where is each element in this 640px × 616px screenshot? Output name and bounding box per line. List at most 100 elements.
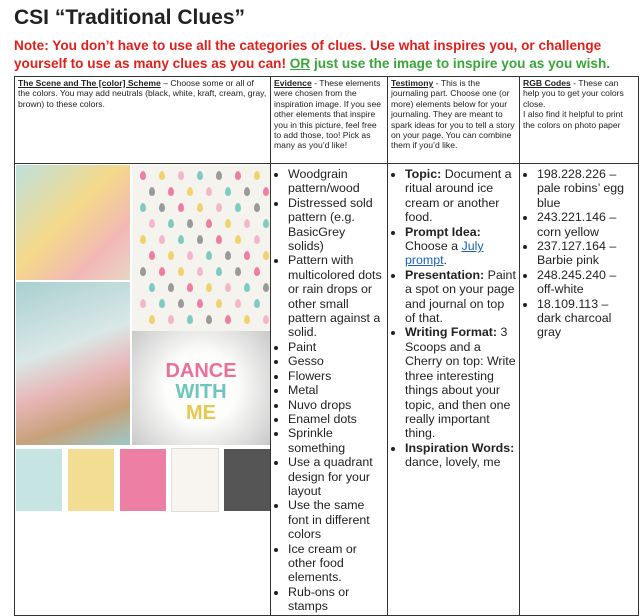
dance-word: WITH <box>175 381 227 403</box>
drop <box>178 267 184 276</box>
testimony-item: Topic: Document a ritual around ice crea… <box>405 167 516 225</box>
image-cell: DANCE WITH ME <box>14 163 271 616</box>
swatch <box>120 449 166 511</box>
drop <box>159 267 165 276</box>
dance-word: DANCE <box>165 360 237 382</box>
testimony-label: Inspiration Words: <box>405 440 515 455</box>
header-cell: Testimony - This is the journaling part.… <box>387 76 520 164</box>
evidence-item: Enamel dots <box>288 412 384 426</box>
dance-text: DANCE WITH ME <box>132 361 270 424</box>
drop <box>254 299 260 308</box>
drop <box>149 219 155 228</box>
drop <box>197 299 203 308</box>
evidence-item: Ice cream or other food elements. <box>288 542 384 585</box>
drop <box>263 283 269 292</box>
drop <box>159 299 165 308</box>
drop <box>216 299 222 308</box>
drop <box>178 203 184 212</box>
drop <box>235 171 241 180</box>
swatch <box>16 449 62 511</box>
evidence-item: Woodgrain pattern/wood <box>288 167 384 196</box>
note: Note: You don’t have to use all the cate… <box>14 37 638 73</box>
testimony-label: Prompt Idea: <box>405 224 481 239</box>
drop <box>168 251 174 260</box>
rgb-item: 243.221.146 – corn yellow <box>537 210 635 239</box>
header-cell: The Scene and The [color] Scheme – Choos… <box>14 76 271 164</box>
drop <box>168 283 174 292</box>
drop <box>263 219 269 228</box>
drop <box>187 219 193 228</box>
testimony-label: Writing Format: <box>405 325 498 340</box>
note-text: Note: You don’t have to use all the cate… <box>14 38 602 71</box>
drop <box>263 187 269 196</box>
header-desc: - These can help you to get your colors … <box>523 78 624 109</box>
drop <box>197 203 203 212</box>
evidence-cell: Woodgrain pattern/woodDistressed sold pa… <box>270 163 388 616</box>
drop <box>263 315 269 324</box>
drop <box>225 219 231 228</box>
title: CSI “Traditional Clues” <box>14 6 246 29</box>
drop <box>254 203 260 212</box>
header-row: The Scene and The [color] Scheme – Choos… <box>14 76 639 164</box>
rgb-item: 18.109.113 – dark charcoal gray <box>537 297 635 340</box>
drop <box>140 299 146 308</box>
drop <box>206 251 212 260</box>
swatch <box>68 449 114 511</box>
drops-pattern <box>132 165 270 331</box>
drop <box>168 187 174 196</box>
drop <box>187 187 193 196</box>
evidence-item: Metal <box>288 383 384 397</box>
clue-table: The Scene and The [color] Scheme – Choos… <box>14 76 639 616</box>
flower-photo <box>16 165 130 280</box>
header-desc: I also find it helpful to print the colo… <box>523 109 623 130</box>
drop <box>159 203 165 212</box>
ice-cream-photo <box>16 282 130 445</box>
header-desc: - This is the journaling part. Choose on… <box>391 78 515 151</box>
prompt-link[interactable]: July prompt <box>405 239 484 268</box>
testimony-list: Topic: Document a ritual around ice crea… <box>391 167 516 470</box>
drop <box>235 299 241 308</box>
testimony-text: 3 Scoops and a Cherry on top: Write thre… <box>405 325 516 441</box>
drop <box>149 315 155 324</box>
drop <box>225 251 231 260</box>
note-or: OR <box>289 56 311 71</box>
drop <box>206 283 212 292</box>
drop <box>254 171 260 180</box>
evidence-item: Nuvo drops <box>288 398 384 412</box>
rgb-list: 198.228.226 – pale robins’ egg blue243.2… <box>523 167 635 340</box>
drop <box>263 251 269 260</box>
evidence-item: Distressed sold pattern (e.g. BasicGrey … <box>288 196 384 254</box>
header-cell: Evidence - These elements were chosen fr… <box>270 76 388 164</box>
drop <box>206 219 212 228</box>
drop <box>235 235 241 244</box>
drop <box>178 299 184 308</box>
evidence-item: Sprinkle something <box>288 426 384 455</box>
drop <box>216 203 222 212</box>
drop <box>225 283 231 292</box>
header-title: RGB Codes <box>523 78 571 88</box>
evidence-item: Pattern with multicolored dots or rain d… <box>288 253 384 339</box>
swatch <box>171 448 219 512</box>
drop <box>244 219 250 228</box>
drop <box>168 315 174 324</box>
evidence-item: Use the same font in different colors <box>288 498 384 541</box>
drop <box>140 171 146 180</box>
drop <box>140 203 146 212</box>
testimony-text: Choose a <box>405 239 459 254</box>
drop <box>216 235 222 244</box>
drop <box>225 315 231 324</box>
drop <box>244 187 250 196</box>
testimony-item: Writing Format: 3 Scoops and a Cherry on… <box>405 325 516 440</box>
header-cell: RGB Codes - These can help you to get yo… <box>519 76 639 164</box>
testimony-item: Presentation: Paint a spot on your page … <box>405 268 516 326</box>
drop <box>140 235 146 244</box>
page: CSI “Traditional Clues” Note: You don’t … <box>0 0 640 570</box>
evidence-item: Gesso <box>288 354 384 368</box>
evidence-list: Woodgrain pattern/woodDistressed sold pa… <box>274 167 384 614</box>
drop <box>197 171 203 180</box>
header-title: Testimony <box>391 78 434 88</box>
drop <box>178 171 184 180</box>
rgb-cell: 198.228.226 – pale robins’ egg blue243.2… <box>519 163 639 616</box>
drop <box>187 315 193 324</box>
